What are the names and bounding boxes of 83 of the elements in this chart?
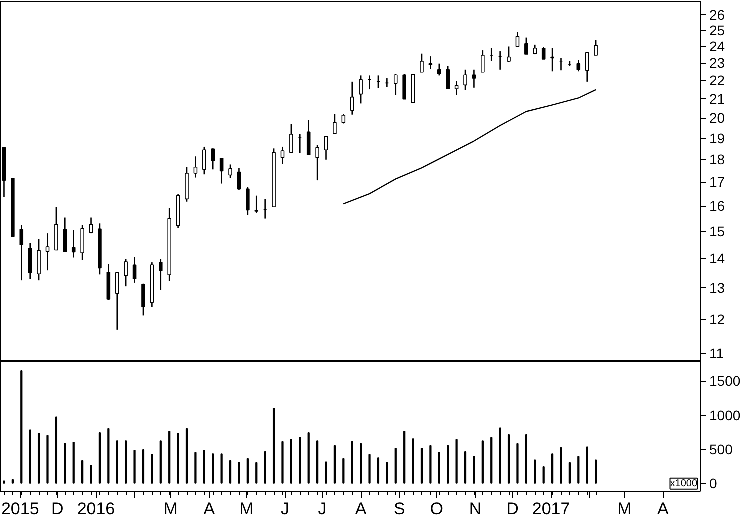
candlestick xyxy=(342,114,346,124)
candlestick xyxy=(481,50,485,73)
x-tick-label: 2015 xyxy=(1,500,40,518)
y-tick-label: 25 xyxy=(710,22,726,38)
y-tick-label: 19 xyxy=(710,130,726,146)
candlestick xyxy=(576,60,581,72)
candlestick xyxy=(194,156,198,178)
candlestick xyxy=(37,238,41,282)
x-tick-label: J xyxy=(318,500,327,518)
candlestick xyxy=(585,52,590,83)
x-tick-label: A xyxy=(355,500,368,518)
y-tick-label: 23 xyxy=(710,55,726,72)
x-tick-label: A xyxy=(658,500,670,518)
x-tick-label: J xyxy=(280,500,290,518)
candlestick xyxy=(280,146,285,165)
candlestick xyxy=(306,120,311,156)
x-tick-label: M xyxy=(240,500,254,518)
line-series xyxy=(343,89,597,205)
y-tick-label: 1500 xyxy=(710,373,741,390)
candlestick xyxy=(202,146,206,176)
y-tick-label: 11 xyxy=(710,346,724,362)
y-tick-label: 18 xyxy=(710,152,726,168)
y-tick-label: 500 xyxy=(710,441,734,458)
candlestick xyxy=(359,75,363,104)
y-tick-label: 15 xyxy=(710,223,726,240)
y-tick-label: 14 xyxy=(710,250,726,267)
x-tick-label: 2016 xyxy=(77,500,116,518)
candlestick xyxy=(72,230,76,258)
candlestick xyxy=(132,256,137,284)
candlestick xyxy=(228,164,232,180)
candlestick xyxy=(454,80,459,96)
y-tick-label: 1000 xyxy=(710,407,741,424)
candlestick xyxy=(211,148,216,170)
candlestick xyxy=(290,124,294,154)
y-tick-label: 26 xyxy=(710,6,726,23)
candlestick xyxy=(594,40,598,56)
y-tick-label: 12 xyxy=(710,311,726,328)
candlestick xyxy=(124,258,128,288)
candlestick xyxy=(89,217,94,234)
x-tick-label: D xyxy=(52,500,64,518)
y-tick-label: 17 xyxy=(710,174,726,190)
candlestick xyxy=(115,272,120,331)
y-tick-label: 21 xyxy=(710,90,726,107)
candlestick xyxy=(324,136,328,161)
candlestick xyxy=(20,224,24,282)
x-tick-label: D xyxy=(506,500,519,518)
candlestick xyxy=(316,144,320,182)
y-tick-label: 0 xyxy=(710,475,718,492)
candlestick xyxy=(63,217,68,253)
y-tick-label: 24 xyxy=(710,38,726,54)
candlestick xyxy=(220,158,224,184)
y-tick-label: 13 xyxy=(710,280,726,296)
candlestick xyxy=(333,114,337,136)
x-tick-label: 2017 xyxy=(532,500,570,518)
x-tick-label: A xyxy=(204,500,216,518)
candlestick xyxy=(542,46,546,60)
candlestick xyxy=(420,53,424,73)
candlestick xyxy=(428,56,433,70)
candlestick xyxy=(394,73,398,96)
candlestick xyxy=(237,167,242,192)
y-tick-label: 20 xyxy=(710,110,726,126)
candlestick xyxy=(507,46,511,63)
candlestick xyxy=(446,66,450,90)
candlestick xyxy=(46,232,50,272)
candlestick xyxy=(550,48,554,72)
candlestick xyxy=(142,283,146,316)
candlestick xyxy=(524,37,528,56)
x-tick-label: O xyxy=(430,500,444,518)
candlestick xyxy=(516,31,520,48)
candlestick xyxy=(159,258,163,292)
annotation: x1000 xyxy=(670,478,698,490)
candlestick xyxy=(464,69,468,92)
candlestick xyxy=(472,69,476,89)
x-tick-label: S xyxy=(394,500,406,518)
candlestick xyxy=(350,81,354,116)
x-tick-label: N xyxy=(469,500,482,518)
candlestick xyxy=(438,63,442,76)
candlestick xyxy=(246,186,250,216)
x-tick-label: M xyxy=(164,500,178,518)
x-tick-label: M xyxy=(618,500,632,518)
candlestick xyxy=(254,195,259,214)
y-tick-label: 22 xyxy=(710,72,726,89)
y-tick-label: 16 xyxy=(710,198,726,214)
